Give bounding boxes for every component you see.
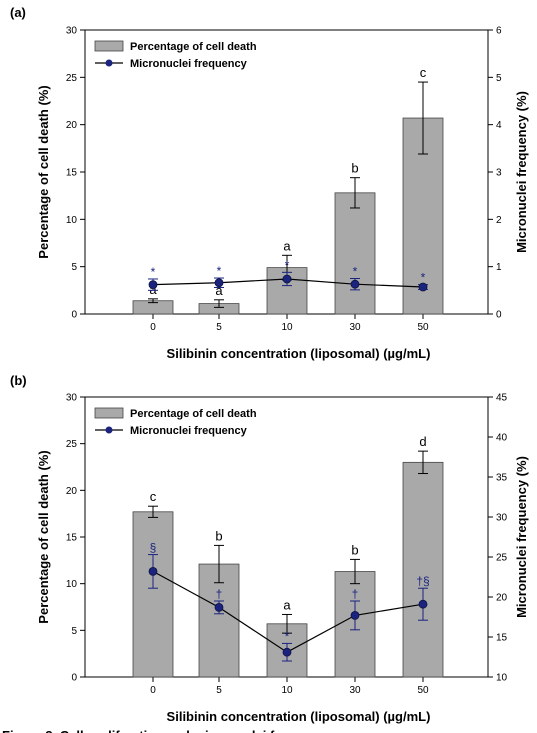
bar	[334, 192, 376, 315]
y-axis-title: Percentage of cell death (%)	[36, 450, 51, 623]
figure-caption: Figure 3. Cell proliferation and micronu…	[2, 728, 342, 733]
y2-tick-label: 2	[496, 215, 502, 226]
y2-tick-label: 4	[496, 120, 502, 131]
y2-tick-label: 0	[496, 310, 502, 321]
y-tick-label: 15	[66, 533, 78, 544]
legend-bar-swatch	[94, 40, 124, 52]
y-tick-label: 20	[66, 120, 78, 131]
y2-tick-label: 1	[496, 262, 502, 273]
y-tick-label: 5	[71, 626, 77, 637]
y2-tick-label: 3	[496, 168, 502, 179]
bar-significance-label: c	[420, 65, 427, 80]
y2-tick-label: 15	[496, 633, 508, 644]
bar-significance-label: a	[283, 238, 291, 253]
point-significance-label: *	[151, 265, 156, 279]
point-significance-label: *	[285, 258, 290, 272]
point-significance-label: *	[353, 265, 358, 279]
y2-tick-label: 5	[496, 73, 502, 84]
y-tick-label: 0	[71, 310, 77, 321]
point-significance-label: *	[217, 264, 222, 278]
bar	[132, 511, 174, 678]
bar-significance-label: a	[283, 597, 291, 612]
y-tick-label: 0	[71, 673, 77, 684]
y2-tick-label: 6	[496, 26, 502, 37]
bar-significance-label: d	[419, 434, 426, 449]
y2-tick-label: 35	[496, 473, 508, 484]
x-tick-label: 10	[281, 685, 293, 696]
panel-label: (a)	[10, 5, 26, 20]
bar-significance-label: b	[351, 161, 358, 176]
x-tick-label: 5	[216, 685, 222, 696]
x-tick-label: 5	[216, 322, 222, 333]
legend-marker	[105, 426, 113, 434]
point-significance-label: †	[352, 587, 359, 601]
x-tick-label: 30	[349, 322, 361, 333]
data-point	[148, 567, 158, 576]
y-tick-label: 10	[66, 215, 78, 226]
y-tick-label: 10	[66, 579, 78, 590]
x-axis-title: Silibinin concentration (liposomal) (µg/…	[167, 709, 431, 724]
x-tick-label: 0	[150, 685, 156, 696]
y-tick-label: 5	[71, 262, 77, 273]
data-point	[282, 647, 292, 657]
y-tick-label: 30	[66, 26, 78, 37]
legend-bar-swatch	[94, 407, 124, 419]
chart-panel-2: (b) 0 5 10 15 20 25 30 10 15 20 25 30 35 40 45 0 5 10 30 50 S…	[10, 373, 529, 724]
y2-tick-label: 40	[496, 433, 508, 444]
bar-significance-label: a	[215, 283, 223, 298]
chart-panel-1: (a) 0 5 10 15 20 25 30 0 1 2 3 4 5 6 0 5 10 30 50 Silibinin …	[10, 5, 529, 361]
data-point	[418, 599, 428, 609]
data-point	[214, 278, 224, 288]
y-axis-title: Percentage of cell death (%)	[36, 85, 51, 258]
data-point	[350, 279, 360, 289]
bar-significance-label: c	[150, 489, 157, 504]
point-significance-label: §	[150, 541, 157, 555]
x-tick-label: 50	[417, 322, 429, 333]
y2-axis-title: Micronuclei frequency (%)	[514, 91, 529, 253]
panel-label: (b)	[10, 373, 27, 388]
y-tick-label: 25	[66, 73, 78, 84]
y2-tick-label: 25	[496, 553, 508, 564]
point-significance-label: *	[285, 629, 290, 643]
bar	[402, 461, 444, 678]
y2-tick-label: 20	[496, 593, 508, 604]
data-point	[350, 611, 360, 620]
legend-label: Micronuclei frequency	[130, 58, 248, 70]
x-tick-label: 50	[417, 685, 429, 696]
data-point	[282, 274, 292, 284]
legend-label: Micronuclei frequency	[130, 425, 248, 437]
x-axis-title: Silibinin concentration (liposomal) (µg/…	[167, 346, 431, 361]
y2-axis-title: Micronuclei frequency (%)	[514, 456, 529, 618]
data-point	[418, 282, 428, 292]
data-point	[148, 280, 158, 290]
point-significance-label: *	[421, 271, 426, 285]
y2-tick-label: 10	[496, 673, 508, 684]
y-tick-label: 20	[66, 486, 78, 497]
legend-marker	[105, 59, 113, 67]
point-significance-label: †§	[416, 574, 429, 588]
data-point	[214, 603, 224, 612]
bar-significance-label: b	[215, 528, 222, 543]
point-significance-label: †	[216, 587, 223, 601]
x-tick-label: 10	[281, 322, 293, 333]
y2-tick-label: 45	[496, 393, 508, 404]
y-tick-label: 15	[66, 168, 78, 179]
y-tick-label: 30	[66, 393, 78, 404]
y2-tick-label: 30	[496, 513, 508, 524]
x-tick-label: 30	[349, 685, 361, 696]
legend-label: Percentage of cell death	[130, 41, 257, 53]
bar-significance-label: b	[351, 542, 358, 557]
legend-label: Percentage of cell death	[130, 408, 257, 420]
x-tick-label: 0	[150, 322, 156, 333]
y-tick-label: 25	[66, 439, 78, 450]
